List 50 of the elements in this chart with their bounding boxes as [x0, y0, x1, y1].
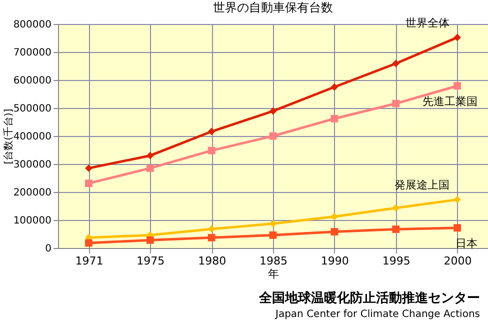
point: [208, 146, 216, 154]
point: [269, 107, 277, 115]
x-axis-title: 年: [268, 268, 279, 280]
point: [146, 236, 154, 244]
x-tick-label: 2000: [444, 254, 472, 268]
x-tick-label: 1995: [382, 254, 410, 268]
text: Japan Center for Climate Change Actions: [274, 309, 480, 320]
y-axis-title: [台数(千台)]: [2, 108, 14, 164]
point: [330, 212, 338, 220]
series-label: 先進工業国: [422, 94, 478, 108]
x-tick-label: 1990: [320, 254, 349, 268]
y-tick-label: 700000: [13, 48, 52, 58]
point: [454, 34, 461, 42]
y-tick-label: 0: [45, 244, 52, 254]
point: [85, 239, 92, 247]
point: [146, 152, 154, 160]
y-tick-label: 600000: [13, 76, 52, 86]
point: [454, 224, 461, 232]
point: [208, 128, 216, 136]
y-tick-label: 800000: [13, 20, 52, 30]
x-tick-label: 1985: [260, 254, 288, 268]
chart-title: 世界の自動車保有台数: [213, 0, 333, 14]
point: [85, 180, 92, 188]
x-tick-label: 1980: [198, 254, 226, 268]
y-tick-label: 500000: [13, 104, 52, 114]
series-label: 世界全体: [405, 16, 450, 30]
y-tick-label: 100000: [13, 216, 52, 226]
series-label: 発展途上国: [394, 178, 450, 192]
y-tick-label: 200000: [13, 188, 52, 198]
x-tick-label: 1975: [136, 254, 165, 268]
point: [454, 196, 461, 204]
point: [392, 60, 400, 68]
point: [85, 164, 92, 172]
point: [454, 82, 461, 90]
point: [269, 220, 277, 228]
y-tick-label: 300000: [13, 160, 52, 170]
series-label: 日本: [455, 236, 478, 250]
point: [208, 234, 216, 242]
point: [330, 228, 338, 236]
text: 全国地球温暖化防止活動推進センター: [258, 290, 480, 306]
point: [269, 231, 277, 239]
point: [146, 164, 154, 172]
point: [392, 226, 400, 233]
x-tick-label: 1971: [75, 254, 104, 268]
point: [330, 83, 338, 91]
y-tick-label: 400000: [13, 132, 52, 142]
point: [392, 100, 400, 108]
point: [208, 225, 216, 233]
point: [330, 114, 338, 122]
point: [392, 204, 400, 212]
